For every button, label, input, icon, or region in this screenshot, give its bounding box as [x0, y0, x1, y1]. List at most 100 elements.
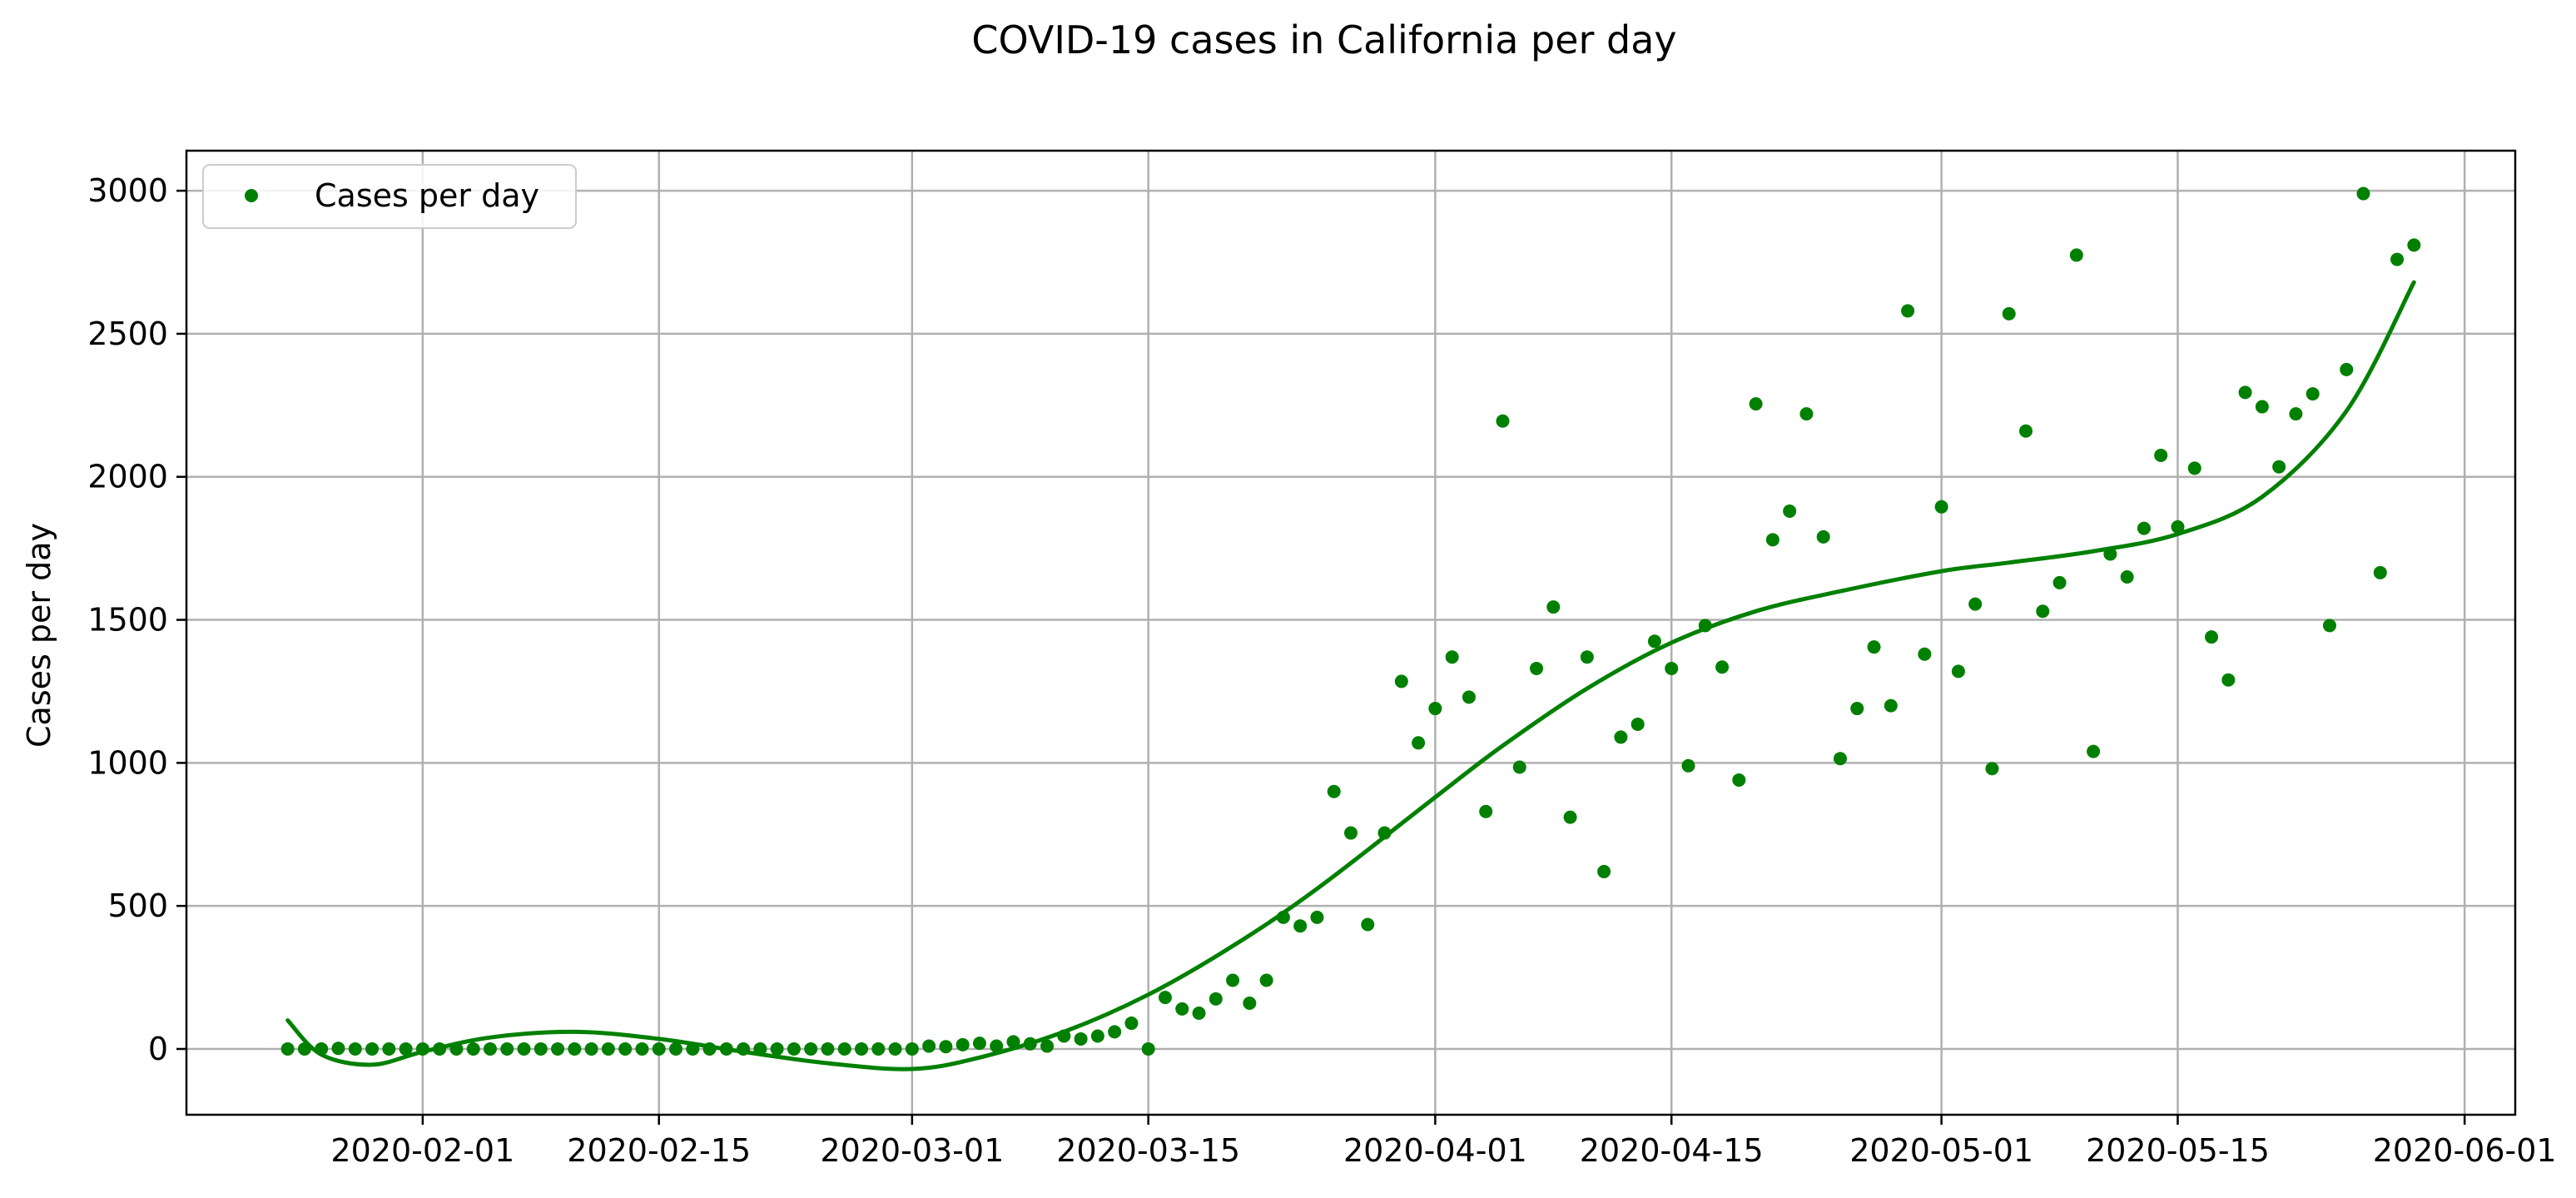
- data-point: [1377, 826, 1392, 840]
- legend: Cases per day: [202, 164, 577, 229]
- y-axis-label: Cases per day: [21, 523, 57, 748]
- data-point: [1192, 1007, 1206, 1021]
- data-point: [1023, 1036, 1037, 1051]
- y-tick-label: 1500: [87, 602, 168, 639]
- data-point: [1124, 1017, 1139, 1031]
- data-point: [1479, 804, 1493, 818]
- data-point: [2154, 448, 2168, 462]
- data-point: [2205, 630, 2219, 644]
- data-point: [348, 1041, 362, 1056]
- data-point: [770, 1041, 784, 1056]
- data-point: [1968, 597, 1983, 611]
- y-tick-label: 3000: [87, 172, 168, 209]
- data-point: [837, 1041, 851, 1056]
- data-point: [1951, 664, 1965, 679]
- data-point: [2322, 619, 2336, 633]
- data-point: [500, 1041, 514, 1056]
- data-point: [939, 1040, 953, 1054]
- legend-label: Cases per day: [315, 177, 539, 214]
- data-point: [1276, 910, 1290, 924]
- data-point: [1546, 600, 1561, 614]
- data-point: [1698, 619, 1712, 633]
- data-point: [888, 1041, 902, 1056]
- data-point: [297, 1041, 311, 1056]
- x-tick-label: 2020-03-01: [820, 1132, 1004, 1169]
- data-point: [1226, 973, 1240, 987]
- data-point: [2171, 519, 2185, 534]
- data-point: [1310, 910, 1324, 924]
- data-point: [686, 1041, 700, 1056]
- data-point: [1412, 736, 1426, 750]
- x-tick-label: 2020-05-15: [2086, 1132, 2270, 1169]
- data-point: [2221, 673, 2236, 687]
- data-point: [753, 1041, 767, 1056]
- data-point: [280, 1041, 295, 1056]
- data-point: [2103, 547, 2117, 561]
- legend-marker: [245, 189, 258, 202]
- data-point: [1580, 650, 1594, 664]
- data-point: [1496, 414, 1510, 428]
- data-point: [1934, 500, 1948, 514]
- data-point: [2002, 306, 2016, 321]
- data-point: [1006, 1035, 1020, 1049]
- data-point: [955, 1037, 970, 1051]
- data-point: [2289, 407, 2303, 421]
- y-axis: 0 500 1000 1500 2000 2500 3000: [87, 172, 186, 1067]
- data-point: [2238, 385, 2252, 400]
- data-point: [972, 1036, 986, 1051]
- data-point: [1732, 773, 1746, 787]
- data-point: [1783, 504, 1797, 518]
- y-tick-label: 0: [148, 1031, 168, 1067]
- data-point: [1090, 1029, 1104, 1043]
- data-point: [1175, 1002, 1189, 1016]
- data-point: [382, 1041, 396, 1056]
- grid: [186, 151, 2515, 1115]
- data-point: [719, 1041, 733, 1056]
- data-point: [1394, 674, 1408, 688]
- data-point: [635, 1041, 649, 1056]
- data-point: [1901, 304, 1915, 318]
- fit-line: [285, 280, 2416, 1071]
- data-point: [1243, 996, 1257, 1010]
- data-point: [668, 1041, 682, 1056]
- x-tick-label: 2020-05-01: [1849, 1132, 2033, 1169]
- data-point: [2137, 521, 2151, 535]
- data-point: [551, 1041, 565, 1056]
- data-point: [1647, 634, 1661, 649]
- data-point: [1850, 702, 1864, 716]
- data-point: [2407, 238, 2421, 252]
- data-point: [399, 1041, 413, 1056]
- x-axis: 2020-02-01 2020-02-15 2020-03-01 2020-03-15…: [330, 1115, 2557, 1169]
- x-tick-label: 2020-02-15: [567, 1132, 751, 1169]
- data-point: [618, 1041, 633, 1056]
- data-point: [990, 1039, 1004, 1053]
- data-point: [1563, 810, 1577, 824]
- data-point: [2255, 400, 2269, 414]
- data-point: [821, 1041, 835, 1056]
- data-point: [2356, 186, 2370, 201]
- data-point: [1344, 826, 1357, 840]
- data-point: [2052, 575, 2067, 589]
- y-tick-label: 500: [107, 887, 168, 924]
- data-point: [1985, 762, 1999, 776]
- data-point: [1327, 784, 1341, 798]
- data-point: [2036, 604, 2050, 619]
- data-point: [1428, 702, 1442, 716]
- data-point: [1597, 864, 1611, 878]
- data-point: [1665, 661, 1679, 675]
- data-point: [1074, 1031, 1088, 1046]
- data-point: [1833, 752, 1847, 766]
- data-point: [1293, 919, 1308, 933]
- scatter-points: [280, 186, 2421, 1056]
- y-tick-label: 1000: [87, 744, 168, 781]
- data-point: [483, 1041, 497, 1056]
- data-point: [517, 1041, 531, 1056]
- data-point: [1361, 917, 1375, 932]
- data-point: [601, 1041, 615, 1056]
- data-point: [1765, 533, 1779, 547]
- x-tick-label: 2020-04-15: [1580, 1132, 1764, 1169]
- data-point: [2340, 362, 2354, 376]
- data-point: [449, 1041, 464, 1056]
- data-point: [2120, 569, 2134, 584]
